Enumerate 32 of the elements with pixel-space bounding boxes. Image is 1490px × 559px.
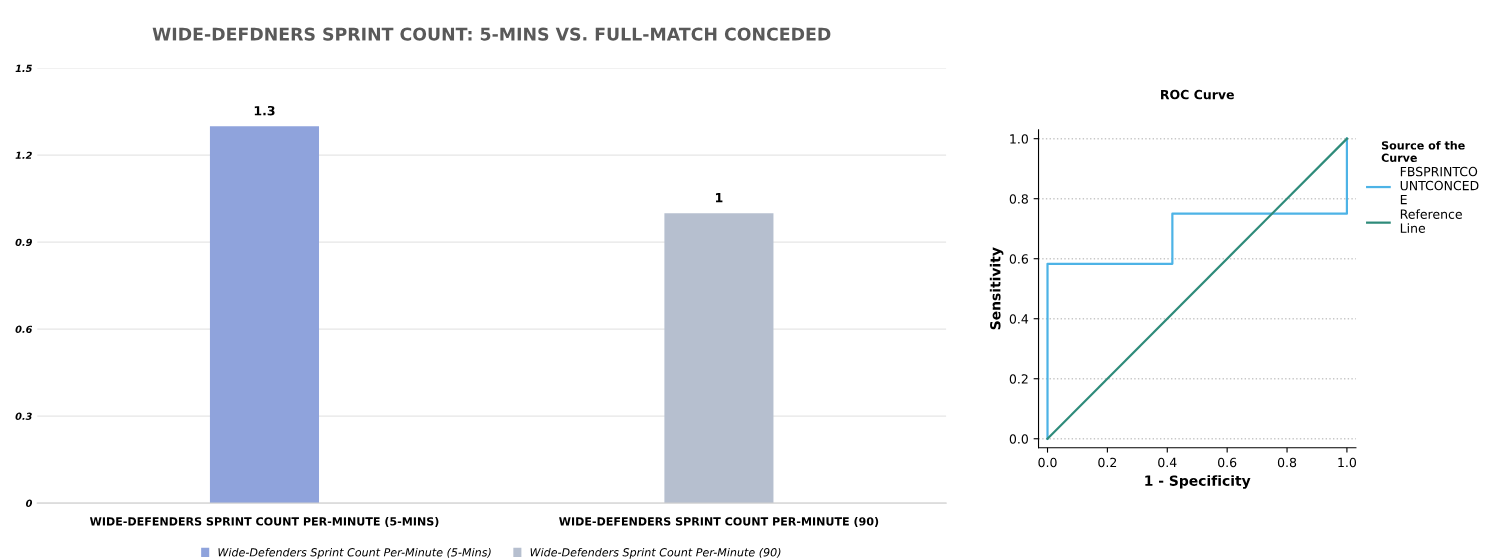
y-tick-label: 0.2 <box>1009 374 1028 384</box>
legend-label: Wide-Defenders Sprint Count Per-Minute (90) <box>530 547 781 559</box>
legend-label: Reference Line <box>1400 209 1462 233</box>
y-tick-label: 0.0 <box>1009 434 1028 444</box>
chart-title: ROC Curve <box>1161 89 1234 100</box>
y-tick-label: 0.4 <box>1009 314 1029 324</box>
legend-label: FBSPRINTCO UNTCONCED E <box>1400 166 1479 205</box>
x-tick-label: 0.6 <box>1218 457 1237 468</box>
y-tick-label: 0.6 <box>15 325 33 333</box>
y-tick-label: 1.2 <box>15 151 32 159</box>
x-tick-label: 0.2 <box>1098 457 1117 468</box>
x-tick-label: 1.0 <box>1338 457 1357 468</box>
x-tick-label: WIDE-DEFENDERS SPRINT COUNT PER-MINUTE (5-MINS) <box>89 517 439 527</box>
x-tick-label: 0.0 <box>1038 457 1057 468</box>
data-label: 1.3 <box>254 105 275 116</box>
x-tick-label: 0.4 <box>1158 457 1177 468</box>
x-tick-label: WIDE-DEFENDERS SPRINT COUNT PER-MINUTE (90) <box>559 517 879 527</box>
legend-label: Wide-Defenders Sprint Count Per-Minute (5-Mins) <box>218 547 491 559</box>
y-tick-label: 0.6 <box>1009 254 1029 264</box>
y-axis-title: Sensitivity <box>989 247 1004 330</box>
y-tick-label: 1.0 <box>1010 134 1028 144</box>
x-tick-label: 0.8 <box>1277 457 1297 468</box>
data-label: 1 <box>715 193 723 203</box>
chart-title: WIDE-DEFDNERS SPRINT COUNT: 5-MINS VS. FULL-MATCH CONCEDED <box>152 27 831 41</box>
y-tick-label: 0.8 <box>1009 194 1028 204</box>
y-tick-label: 0 <box>25 499 33 507</box>
y-tick-label: 0.3 <box>15 412 32 420</box>
line-series <box>1046 137 1349 440</box>
y-tick-label: 1.5 <box>15 64 32 73</box>
y-tick-label: 0.9 <box>15 238 32 246</box>
x-axis-title: 1 - Specificity <box>1145 475 1251 489</box>
legend-title: Source of the Curve <box>1381 140 1465 162</box>
